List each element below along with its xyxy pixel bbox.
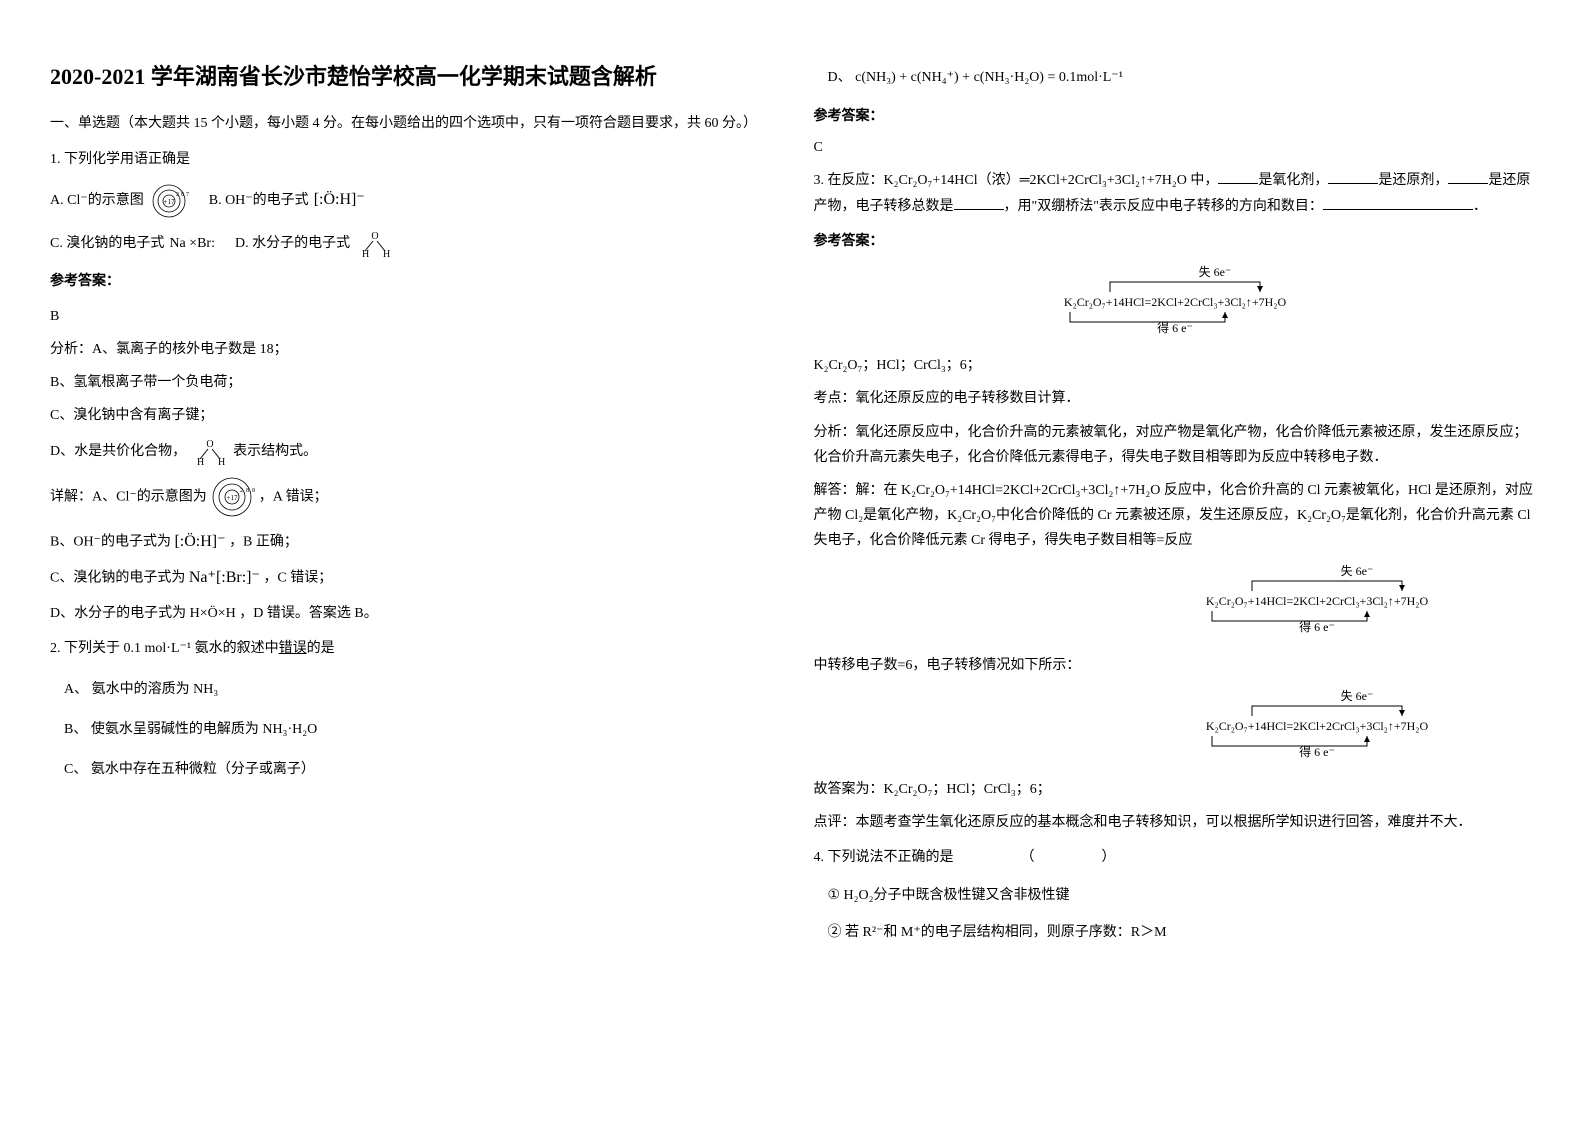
svg-text:2: 2 [176, 192, 179, 198]
q2-answer-label: 参考答案： [814, 105, 1538, 125]
blank-field [1448, 170, 1488, 184]
q1-detail-a: 详解：A、Cl⁻的示意图为 +17 2 8 8 ，A 错误； [50, 475, 774, 520]
svg-text:O: O [371, 231, 378, 242]
q1-options-ab: A. Cl⁻的示意图 +17 2 8 7 B. OH⁻的电子式 [:Ö:H]⁻ [50, 181, 774, 221]
q3-kaodian: 考点：氧化还原反应的电子转移数目计算． [814, 386, 1538, 411]
q3-jieda2: 中转移电子数=6，电子转移情况如下所示： [814, 653, 1538, 678]
q1-option-a: A. Cl⁻的示意图 +17 2 8 7 [50, 181, 189, 221]
svg-text:+17: +17 [163, 198, 174, 206]
oh-electron-formula: [:Ö:H]⁻ [314, 186, 365, 215]
blank-field [1323, 196, 1473, 210]
q1-option-d: D. 水分子的电子式 O H H [235, 229, 395, 259]
q3-fenxi: 分析：氧化还原反应中，化合价升高的元素被氧化，对应产物是氧化产物，化合价降低元素… [814, 420, 1538, 470]
q1-analysis-b: B、氢氧根离子带一个负电荷； [50, 370, 774, 395]
bridge-diagram-2: 失 6e⁻ K₂Cr₂O₇+14HCl=2KCl+2CrCl₃+3Cl₂↑+7H… [814, 563, 1538, 642]
svg-text:失 6e⁻: 失 6e⁻ [1341, 563, 1374, 578]
svg-text:得 6 e⁻: 得 6 e⁻ [1157, 320, 1193, 334]
right-column: D、 c(NH₃) + c(NH₄⁺) + c(NH₃·H₂O) = 0.1mo… [814, 60, 1538, 955]
q3-jieda1: 解答：解：在 K₂Cr₂O₇+14HCl=2KCl+2CrCl₃+3Cl₂↑+7… [814, 478, 1538, 554]
question-2: 2. 下列关于 0.1 mol·L⁻¹ 氨水的叙述中错误的是 A、 氨水中的溶质… [50, 636, 774, 782]
svg-text:失 6e⁻: 失 6e⁻ [1341, 688, 1374, 703]
q1-detail-c: C、溴化钠的电子式为 Na⁺[:Br:]⁻ ，C 错误； [50, 564, 774, 593]
q1-answer-letter: B [50, 304, 774, 329]
atom-diagram-icon: +17 2 8 7 [149, 181, 189, 221]
svg-text:失 6e⁻: 失 6e⁻ [1199, 264, 1232, 279]
q1-option-c: C. 溴化钠的电子式 Na ×Br: [50, 231, 215, 256]
bridge-diagram-1: 失 6e⁻ K₂Cr₂O₇+14HCl=2KCl+2CrCl₃+3Cl₂↑+7H… [814, 264, 1538, 343]
nabr-formula: Na ×Br: [169, 231, 215, 256]
svg-text:得 6 e⁻: 得 6 e⁻ [1299, 744, 1335, 758]
question-4: 4. 下列说法不正确的是 （ ） ① H₂O₂分子中既含极性键又含非极性键 ② … [814, 845, 1538, 945]
q4-option-1: ① H₂O₂分子中既含极性键又含非极性键 [814, 883, 1538, 908]
q2-option-a: A、 氨水中的溶质为 NH₃ [50, 677, 774, 702]
svg-text:8: 8 [246, 488, 249, 494]
q2-option-b: B、 使氨水呈弱碱性的电解质为 NH₃·H₂O [50, 717, 774, 742]
blank-field [1218, 170, 1258, 184]
water-structure-icon: O H H [355, 229, 395, 259]
atom-diagram-icon-2: +17 2 8 8 [210, 475, 255, 520]
svg-text:8: 8 [181, 192, 184, 198]
question-1: 1. 下列化学用语正确是 A. Cl⁻的示意图 +17 2 8 7 [50, 147, 774, 626]
svg-text:H: H [383, 249, 390, 259]
svg-text:O: O [206, 439, 213, 450]
q1-analysis-a: 分析：A、氯离子的核外电子数是 18； [50, 337, 774, 362]
svg-text:K₂Cr₂O₇+14HCl=2KCl+2CrCl₃+3Cl₂: K₂Cr₂O₇+14HCl=2KCl+2CrCl₃+3Cl₂↑+7H₂O [1064, 295, 1287, 309]
q1-detail-d: D、水分子的电子式为 H×Ö×H ，D 错误。答案选 B。 [50, 601, 774, 626]
bridge-diagram-3: 失 6e⁻ K₂Cr₂O₇+14HCl=2KCl+2CrCl₃+3Cl₂↑+7H… [814, 688, 1538, 767]
q2-answer-letter: C [814, 135, 1538, 160]
question-3: 3. 在反应：K₂Cr₂O₇+14HCl（浓）═2KCl+2CrCl₃+3Cl₂… [814, 168, 1538, 835]
water-structure-icon-2: O H H [190, 437, 230, 467]
q4-stem: 4. 下列说法不正确的是 （ ） [814, 845, 1538, 870]
document-title: 2020-2021 学年湖南省长沙市楚怡学校高一化学期末试题含解析 [50, 60, 774, 93]
blank-field [954, 196, 1004, 210]
q1-options-cd: C. 溴化钠的电子式 Na ×Br: D. 水分子的电子式 O H H [50, 229, 774, 259]
q3-answer-line: K₂Cr₂O₇；HCl；CrCl₃；6； [814, 353, 1538, 378]
q2-option-d: D、 c(NH₃) + c(NH₄⁺) + c(NH₃·H₂O) = 0.1mo… [814, 65, 1538, 90]
svg-text:8: 8 [252, 488, 255, 494]
q3-answer-label: 参考答案： [814, 229, 1538, 254]
svg-text:2: 2 [240, 488, 243, 494]
svg-text:得 6 e⁻: 得 6 e⁻ [1299, 619, 1335, 633]
water-electron-formula: H×Ö×H [190, 601, 236, 626]
svg-text:H: H [197, 457, 204, 467]
oh-electron-formula-2: [:Ö:H]⁻ [174, 528, 225, 557]
q2-stem: 2. 下列关于 0.1 mol·L⁻¹ 氨水的叙述中错误的是 [50, 636, 774, 661]
q1-stem: 1. 下列化学用语正确是 [50, 147, 774, 172]
svg-text:H: H [218, 457, 225, 467]
q1-answer-label: 参考答案： [50, 269, 774, 294]
section-header: 一、单选题（本大题共 15 个小题，每小题 4 分。在每小题给出的四个选项中，只… [50, 113, 774, 135]
q4-option-2: ② 若 R²⁻和 M⁺的电子层结构相同，则原子序数：R＞M [814, 920, 1538, 945]
svg-text:K₂Cr₂O₇+14HCl=2KCl+2CrCl₃+3Cl₂: K₂Cr₂O₇+14HCl=2KCl+2CrCl₃+3Cl₂↑+7H₂O [1206, 719, 1429, 733]
q3-dianping: 点评：本题考查学生氧化还原反应的基本概念和电子转移知识，可以根据所学知识进行回答… [814, 810, 1538, 835]
q2-option-c: C、 氨水中存在五种微粒（分子或离子） [50, 757, 774, 782]
electron-bridge-icon: 失 6e⁻ K₂Cr₂O₇+14HCl=2KCl+2CrCl₃+3Cl₂↑+7H… [1015, 264, 1335, 334]
q1-option-b: B. OH⁻的电子式 [:Ö:H]⁻ [209, 186, 365, 215]
q1-analysis-d: D、水是共价化合物， O H H 表示结构式。 [50, 437, 774, 467]
svg-text:7: 7 [186, 192, 189, 198]
blank-field [1328, 170, 1378, 184]
q3-gudaan: 故答案为：K₂Cr₂O₇；HCl；CrCl₃；6； [814, 777, 1538, 802]
q1-detail-b: B、OH⁻的电子式为 [:Ö:H]⁻ ，B 正确； [50, 528, 774, 557]
nabr-formula-2: Na⁺[:Br:]⁻ [189, 564, 260, 593]
left-column: 2020-2021 学年湖南省长沙市楚怡学校高一化学期末试题含解析 一、单选题（… [50, 60, 774, 955]
electron-bridge-icon: 失 6e⁻ K₂Cr₂O₇+14HCl=2KCl+2CrCl₃+3Cl₂↑+7H… [1157, 563, 1477, 633]
svg-text:H: H [362, 249, 369, 259]
svg-text:+17: +17 [227, 494, 238, 502]
q3-stem: 3. 在反应：K₂Cr₂O₇+14HCl（浓）═2KCl+2CrCl₃+3Cl₂… [814, 168, 1538, 218]
electron-bridge-icon: 失 6e⁻ K₂Cr₂O₇+14HCl=2KCl+2CrCl₃+3Cl₂↑+7H… [1157, 688, 1477, 758]
svg-text:K₂Cr₂O₇+14HCl=2KCl+2CrCl₃+3Cl₂: K₂Cr₂O₇+14HCl=2KCl+2CrCl₃+3Cl₂↑+7H₂O [1206, 594, 1429, 608]
q1-analysis-c: C、溴化钠中含有离子键； [50, 403, 774, 428]
